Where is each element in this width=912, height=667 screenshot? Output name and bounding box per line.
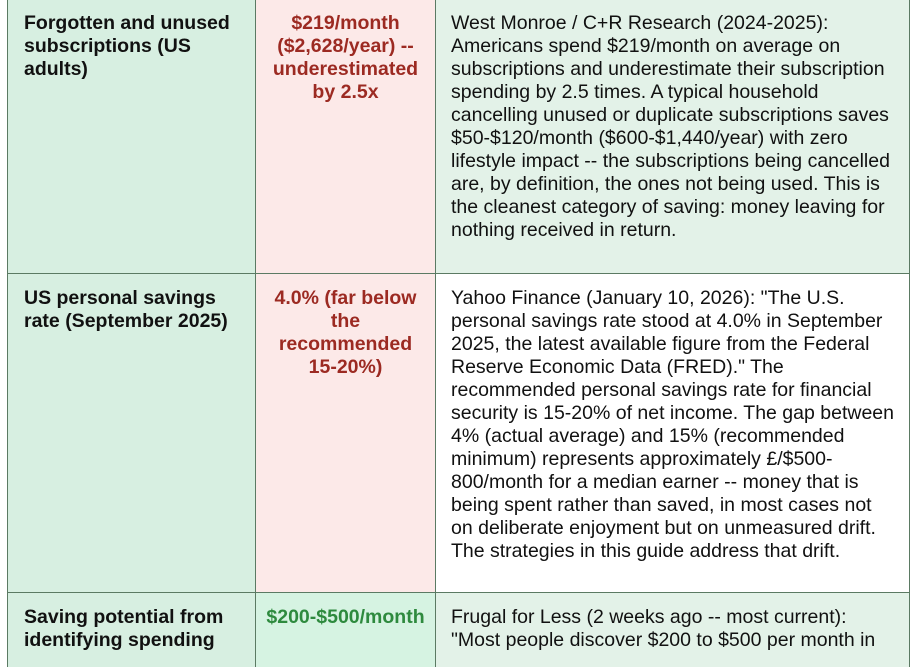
source-cell: Yahoo Finance (January 10, 2026): "The U…: [435, 273, 910, 593]
table-row: US personal savings rate (September 2025…: [7, 273, 910, 593]
metric-cell: US personal savings rate (September 2025…: [7, 273, 256, 593]
table-row: Saving potential from identifying spendi…: [7, 592, 910, 667]
value-cell: $200-$500/month: [255, 592, 436, 667]
metric-cell: Saving potential from identifying spendi…: [7, 592, 256, 667]
value-cell: $219/month ($2,628/year) -- underestimat…: [255, 0, 436, 274]
table-row: Forgotten and unused subscriptions (US a…: [7, 0, 910, 274]
source-cell: Frugal for Less (2 weeks ago -- most cur…: [435, 592, 910, 667]
value-cell: 4.0% (far below the recommended 15-20%): [255, 273, 436, 593]
data-table: Forgotten and unused subscriptions (US a…: [7, 0, 910, 667]
source-cell: West Monroe / C+R Research (2024-2025): …: [435, 0, 910, 274]
metric-cell: Forgotten and unused subscriptions (US a…: [7, 0, 256, 274]
